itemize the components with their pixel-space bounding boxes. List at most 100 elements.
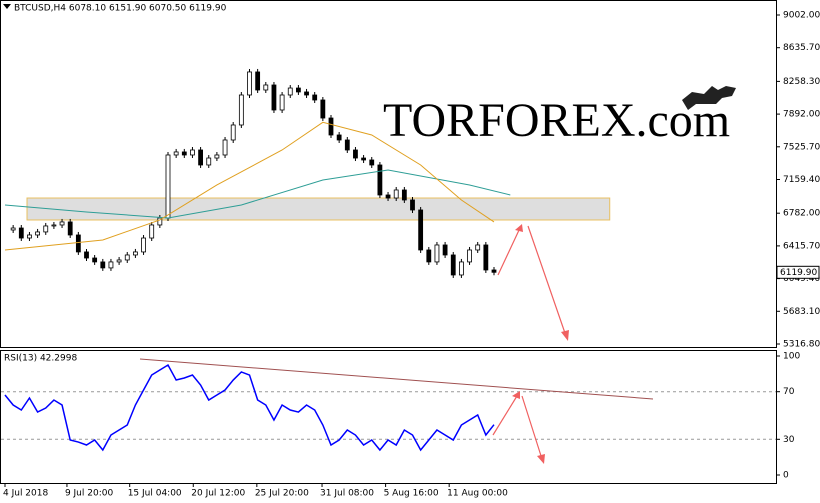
- candle: [442, 244, 448, 256]
- arrow-head: [561, 330, 569, 341]
- main-title: BTCUSD,H4 6078.10 6151.90 6070.50 6119.9…: [14, 4, 227, 14]
- candle: [59, 221, 65, 226]
- layer: 9002.00 8635.70 8258.30 7892.00 7525.70 7159.…: [1, 11, 820, 499]
- candle: [401, 189, 407, 201]
- candle: [198, 149, 204, 166]
- x-tick-label: 4 Jul 2018: [3, 489, 48, 499]
- y-tick-label: 30: [783, 435, 795, 445]
- candle: [467, 249, 472, 263]
- x-tick-label: 15 Jul 04:00: [128, 489, 182, 499]
- candle: [320, 99, 326, 119]
- y-tick-label: 7159.40: [783, 175, 820, 185]
- candle: [190, 149, 195, 156]
- x-tick-label: 9 Jul 20:00: [65, 489, 114, 499]
- forecast-arrow: [497, 227, 521, 276]
- candle: [75, 234, 81, 253]
- candle: [206, 157, 212, 166]
- watermark: TORFOREX.com: [383, 94, 730, 147]
- candle: [255, 71, 261, 91]
- candle: [27, 234, 32, 239]
- arrow-head: [537, 454, 545, 464]
- candle: [344, 139, 350, 151]
- candle: [173, 151, 179, 156]
- candle: [426, 249, 432, 263]
- y-tick-label: 6049.40: [783, 274, 820, 284]
- forecast-arrow: [527, 225, 567, 337]
- main-pane: [0, 0, 777, 348]
- candle: [271, 84, 277, 111]
- candle: [361, 157, 367, 161]
- candle: [141, 237, 146, 253]
- candle: [410, 199, 415, 211]
- candle: [450, 254, 456, 276]
- candle: [18, 227, 24, 239]
- candle: [230, 124, 236, 141]
- trend-line: [139, 358, 654, 400]
- rsi-title: RSI(13) 42.2998: [4, 354, 77, 364]
- x-tick-label: 20 Jul 12:00: [191, 489, 245, 499]
- candle: [312, 94, 318, 101]
- support-zone: [26, 197, 611, 221]
- candle: [67, 221, 73, 236]
- candle: [214, 154, 220, 159]
- y-tick-label: 8635.70: [783, 43, 820, 53]
- candle: [43, 225, 49, 233]
- forecast-arrow: [521, 395, 543, 460]
- candle: [287, 87, 293, 96]
- candle: [483, 244, 489, 271]
- price-label: 6119.90: [780, 268, 817, 278]
- x-tick-label: 5 Aug 16:00: [384, 489, 439, 499]
- candle: [100, 261, 106, 269]
- candle: [385, 194, 391, 199]
- candle: [238, 94, 244, 126]
- candle: [491, 269, 497, 273]
- candle: [263, 84, 269, 91]
- y-tick-label: 100: [783, 352, 800, 362]
- candle: [165, 154, 171, 219]
- candle: [84, 251, 89, 259]
- candle: [108, 261, 114, 269]
- candle: [10, 227, 16, 231]
- candle: [475, 244, 481, 251]
- y-tick-label: 9002.00: [783, 11, 820, 21]
- candle: [181, 151, 187, 156]
- candle: [116, 259, 122, 263]
- symbol-marker: [3, 4, 11, 9]
- x-tick-label: 11 Aug 00:00: [447, 489, 508, 499]
- x-tick-label: 31 Jul 08:00: [320, 489, 374, 499]
- candle: [157, 217, 163, 226]
- y-tick-label: 8258.30: [783, 77, 820, 87]
- candle: [418, 209, 424, 251]
- candle: [304, 91, 309, 96]
- y-tick-label: 70: [783, 387, 795, 397]
- candle: [124, 254, 130, 261]
- candle: [353, 149, 358, 159]
- candle: [295, 87, 301, 93]
- candle: [377, 164, 383, 196]
- candle: [92, 257, 98, 263]
- candle: [132, 251, 138, 256]
- moving-average: [4, 121, 495, 251]
- candle: [149, 224, 155, 239]
- y-tick-label: 6782.00: [783, 209, 820, 219]
- candle: [336, 134, 342, 141]
- rsi-pane: [0, 350, 777, 484]
- price-label-box: [776, 265, 820, 279]
- candle: [279, 94, 285, 111]
- bull-logo: [682, 86, 736, 110]
- candle: [434, 244, 440, 263]
- candle: [369, 159, 375, 166]
- y-tick-label: 7892.00: [783, 110, 820, 120]
- candle: [328, 117, 334, 136]
- moving-average: [4, 169, 511, 219]
- candle: [393, 189, 399, 199]
- candle: [51, 224, 57, 227]
- rsi-line: [4, 363, 495, 452]
- x-tick-label: 25 Jul 20:00: [255, 489, 309, 499]
- y-tick-label: 0: [783, 471, 789, 481]
- y-tick-label: 5683.10: [783, 307, 820, 317]
- y-tick-label: 5316.80: [783, 340, 820, 350]
- forecast-arrow: [492, 395, 518, 436]
